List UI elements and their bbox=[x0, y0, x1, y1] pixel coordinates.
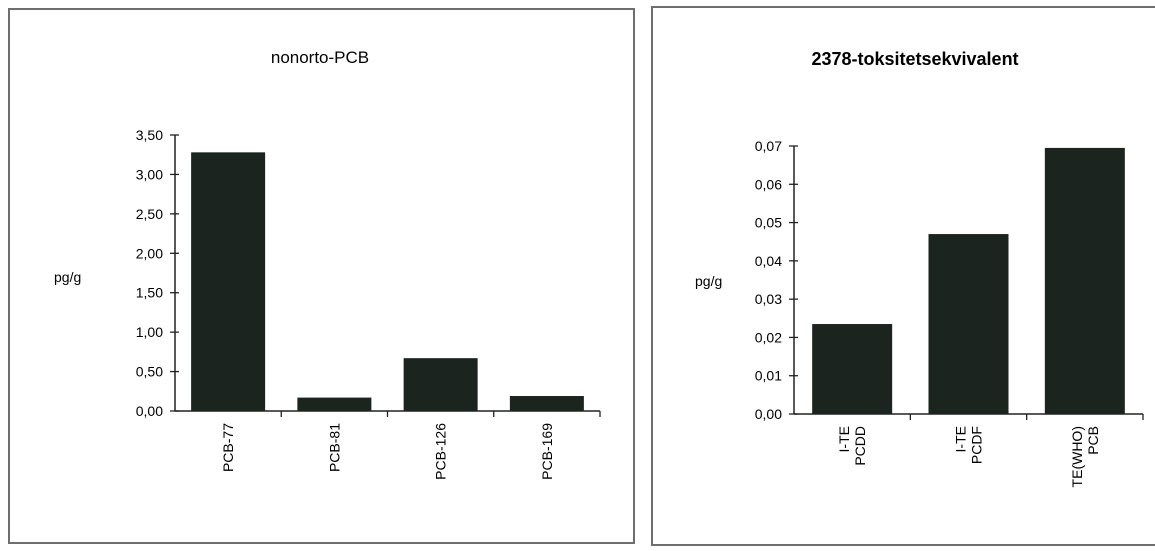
x-category-label: PCB-77 bbox=[220, 423, 236, 472]
y-tick-label: 0,02 bbox=[755, 329, 782, 345]
chart-nonorto-pcb: nonorto-PCB pg/g 0,00 0,50 1,00 1,50 2,00 2,50 3… bbox=[54, 48, 601, 480]
bar-i-te-pcdf bbox=[928, 234, 1009, 414]
x-category-label: PCDD bbox=[852, 426, 868, 466]
y-tick-label: 3,00 bbox=[136, 166, 163, 182]
x-category-label: PCB-169 bbox=[539, 423, 555, 480]
x-category-label: I-TE bbox=[953, 426, 969, 452]
bar-pcb-169 bbox=[509, 396, 584, 411]
bar-pcb-126 bbox=[403, 358, 478, 411]
x-category-label: I-TE bbox=[836, 426, 852, 452]
bar-te-who-pcb bbox=[1044, 147, 1125, 414]
chart-panel-toksitetsekvivalent: 2378-toksitetsekvivalent pg/g 0,00 0,01 0,02… bbox=[651, 6, 1155, 546]
x-category-label: PCDF bbox=[969, 426, 985, 464]
y-tick-label: 0,00 bbox=[136, 403, 163, 419]
y-axis-label: pg/g bbox=[695, 273, 722, 289]
y-tick-label: 2,50 bbox=[136, 206, 163, 222]
y-axis-label: pg/g bbox=[54, 269, 81, 285]
y-tick-label: 3,50 bbox=[136, 127, 163, 143]
y-tick-label: 0,07 bbox=[755, 138, 782, 154]
y-tick-label: 1,50 bbox=[136, 285, 163, 301]
y-tick-label: 0,50 bbox=[136, 364, 163, 380]
bar-pcb-77 bbox=[191, 152, 266, 411]
y-tick-label: 0,05 bbox=[755, 215, 782, 231]
y-tick-label: 0,06 bbox=[755, 176, 782, 192]
y-tick-label: 1,00 bbox=[136, 324, 163, 340]
y-tick-label: 2,00 bbox=[136, 245, 163, 261]
x-category-label: PCB-126 bbox=[433, 423, 449, 480]
y-tick-label: 0,04 bbox=[755, 253, 782, 269]
y-tick-label: 0,03 bbox=[755, 291, 782, 307]
x-category-label: PCB bbox=[1085, 426, 1101, 455]
chart-panel-nonorto-pcb: nonorto-PCB pg/g 0,00 0,50 1,00 1,50 2,00 2,50 3… bbox=[8, 8, 635, 544]
chart-title: 2378-toksitetsekvivalent bbox=[811, 49, 1018, 69]
x-category-label: TE(WHO) bbox=[1069, 426, 1085, 487]
y-tick-label: 0,00 bbox=[755, 406, 782, 422]
x-category-label: PCB-81 bbox=[326, 423, 342, 472]
y-tick-label: 0,01 bbox=[755, 368, 782, 384]
chart-toksitetsekvivalent: 2378-toksitetsekvivalent pg/g 0,00 0,01 0,02… bbox=[695, 49, 1144, 487]
bar-pcb-81 bbox=[297, 397, 372, 411]
chart-title: nonorto-PCB bbox=[271, 48, 369, 67]
bar-i-te-pcdd bbox=[812, 324, 893, 414]
